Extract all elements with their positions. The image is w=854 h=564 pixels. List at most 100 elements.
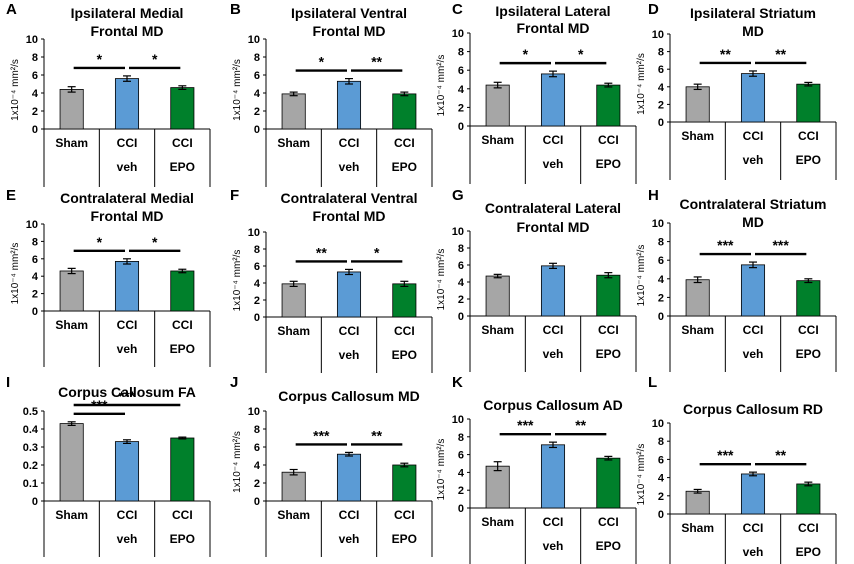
bar-cci-epo bbox=[596, 274, 621, 317]
chart-title: Contralateral Striatum bbox=[679, 196, 826, 212]
category-label: Sham bbox=[277, 324, 310, 338]
chart-title: Ipsilateral Striatum bbox=[690, 5, 816, 21]
significance-label: * bbox=[523, 46, 529, 62]
y-tick-label: 0.2 bbox=[23, 460, 38, 472]
bar-cci-veh bbox=[114, 261, 140, 312]
bar-sham bbox=[59, 270, 84, 312]
bar-cci-epo bbox=[170, 437, 195, 502]
y-tick-label: 4 bbox=[458, 84, 465, 96]
category-label: veh bbox=[543, 157, 564, 171]
category-label: Sham bbox=[55, 508, 88, 522]
panel-l: L Corpus Callosum RD 1x10⁻⁴ mm²/s 0 2 4 6 8 10 Sh… bbox=[636, 374, 837, 564]
bar-sham bbox=[485, 84, 510, 127]
y-tick-label: 0 bbox=[658, 509, 664, 521]
category-label: CCI bbox=[743, 129, 764, 143]
y-tick-label: 6 bbox=[658, 454, 664, 466]
y-tick-label: 2 bbox=[254, 478, 260, 490]
bar-sham bbox=[59, 423, 84, 502]
y-tick-label: 0 bbox=[32, 496, 38, 508]
y-tick-label: 8 bbox=[32, 52, 38, 64]
y-tick-label: 0 bbox=[458, 121, 464, 133]
panel-f: F Contralateral Ventral Frontal MD 1x10⁻⁴ m… bbox=[230, 187, 433, 373]
category-label: Sham bbox=[681, 129, 714, 143]
chart-title: Frontal MD bbox=[90, 23, 163, 39]
category-label: CCI bbox=[798, 323, 819, 337]
panel-a: A Ipsilateral Medial Frontal MD 1x10⁻⁴ mm²/… bbox=[6, 1, 211, 187]
y-tick-label: 4 bbox=[658, 473, 665, 485]
y-tick-label: 6 bbox=[658, 255, 664, 267]
panel-letter: E bbox=[6, 187, 16, 204]
y-tick-label: 10 bbox=[452, 226, 464, 238]
panel-d: D Ipsilateral Striatum MD 1x10⁻⁴ mm²/s 0 2 4 6 8… bbox=[636, 1, 837, 180]
category-label: CCI bbox=[394, 508, 415, 522]
y-tick-label: 6 bbox=[254, 70, 260, 82]
category-label: veh bbox=[117, 160, 138, 174]
bar-cci-epo bbox=[170, 87, 195, 130]
category-label: Sham bbox=[277, 136, 310, 150]
category-label: CCI bbox=[339, 508, 360, 522]
chart-title: Contralateral Lateral bbox=[485, 200, 621, 216]
panel-letter: L bbox=[648, 374, 657, 391]
category-label: EPO bbox=[392, 532, 417, 546]
y-tick-label: 8 bbox=[458, 47, 464, 59]
category-label: CCI bbox=[598, 323, 619, 337]
y-tick-label: 10 bbox=[26, 34, 38, 46]
y-tick-label: 2 bbox=[254, 106, 260, 118]
y-tick-label: 0 bbox=[658, 117, 664, 129]
category-label: CCI bbox=[172, 508, 193, 522]
bar-cci-veh bbox=[540, 73, 566, 127]
bar-sham bbox=[685, 490, 710, 515]
bar-cci-veh bbox=[336, 453, 362, 502]
category-label: Sham bbox=[481, 323, 514, 337]
y-tick-label: 2 bbox=[32, 106, 38, 118]
category-label: veh bbox=[743, 347, 764, 361]
y-tick-label: 8 bbox=[32, 236, 38, 248]
category-label: veh bbox=[543, 347, 564, 361]
category-label: EPO bbox=[796, 545, 821, 559]
y-tick-label: 4 bbox=[458, 277, 465, 289]
y-tick-label: 10 bbox=[652, 218, 664, 230]
category-label: EPO bbox=[170, 532, 195, 546]
y-tick-label: 2 bbox=[658, 491, 664, 503]
category-label: CCI bbox=[172, 318, 193, 332]
chart-title: Corpus Callosum RD bbox=[683, 401, 823, 417]
significance-label: ** bbox=[575, 417, 586, 433]
panel-i: I Corpus Callosum FA 0 0.1 0.2 0.3 0.4 0.5 Sham C… bbox=[6, 374, 211, 557]
category-label: EPO bbox=[596, 347, 621, 361]
bar-sham bbox=[685, 86, 710, 123]
y-axis-label: 1x10⁻⁴ mm²/s bbox=[436, 249, 447, 311]
y-tick-label: 6 bbox=[658, 64, 664, 76]
y-tick-label: 10 bbox=[26, 219, 38, 231]
chart-title: Frontal MD bbox=[516, 20, 589, 36]
chart-title: MD bbox=[742, 23, 764, 39]
category-label: EPO bbox=[170, 160, 195, 174]
category-label: Sham bbox=[277, 508, 310, 522]
y-tick-label: 8 bbox=[658, 237, 664, 249]
category-label: Sham bbox=[481, 133, 514, 147]
chart-title: MD bbox=[742, 214, 764, 230]
chart-title: Ipsilateral Ventral bbox=[291, 5, 407, 21]
category-label: veh bbox=[743, 153, 764, 167]
significance-label: *** bbox=[313, 427, 330, 443]
y-tick-label: 6 bbox=[458, 260, 464, 272]
bar-sham bbox=[281, 471, 306, 502]
category-label: CCI bbox=[598, 515, 619, 529]
category-label: veh bbox=[339, 160, 360, 174]
bar-cci-epo bbox=[796, 280, 821, 317]
y-tick-label: 2 bbox=[458, 485, 464, 497]
category-label: CCI bbox=[598, 133, 619, 147]
y-tick-label: 6 bbox=[32, 70, 38, 82]
y-tick-label: 0 bbox=[254, 496, 260, 508]
category-label: CCI bbox=[394, 324, 415, 338]
y-tick-label: 0 bbox=[658, 311, 664, 323]
y-axis-label: 1x10⁻⁴ mm²/s bbox=[10, 59, 21, 121]
panel-letter: G bbox=[452, 187, 464, 204]
panel-b: B Ipsilateral Ventral Frontal MD 1x10⁻⁴ mm²… bbox=[230, 1, 433, 187]
y-axis-label: 1x10⁻⁴ mm²/s bbox=[636, 53, 647, 115]
category-label: CCI bbox=[394, 136, 415, 150]
y-tick-label: 10 bbox=[248, 406, 260, 418]
chart-title: Corpus Callosum FA bbox=[58, 384, 196, 400]
y-tick-label: 0.3 bbox=[23, 442, 38, 454]
y-tick-label: 10 bbox=[248, 227, 260, 239]
category-label: EPO bbox=[796, 153, 821, 167]
